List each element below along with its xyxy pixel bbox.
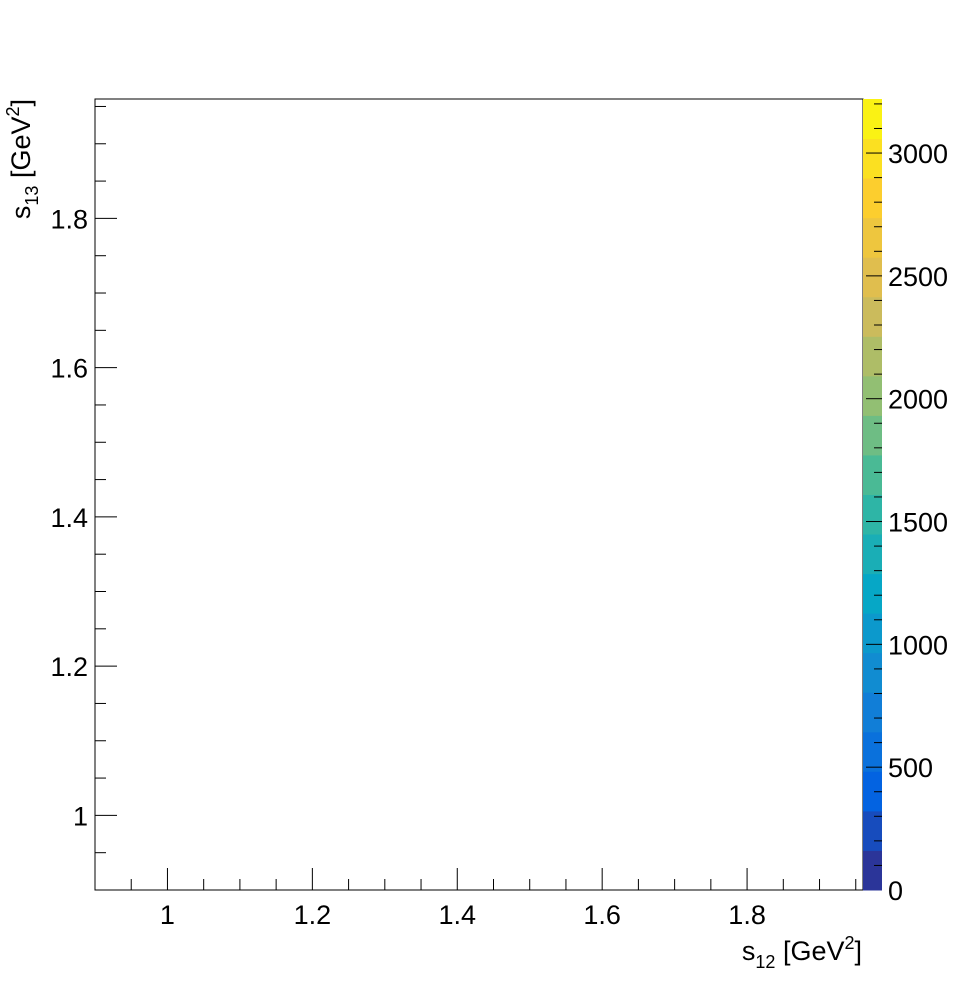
colorbar-tick-label: 0: [888, 876, 903, 906]
colorbar-segment: [863, 415, 882, 456]
y-tick-label: 1: [73, 801, 88, 831]
colorbar-segment: [863, 178, 882, 219]
colorbar-segment: [863, 454, 882, 495]
x-tick-label: 1: [160, 900, 175, 930]
colorbar-segment: [863, 138, 882, 179]
y-axis: 1 1.2 1.4 1.6 1.8: [50, 105, 117, 854]
colorbar-segment: [863, 217, 882, 258]
colorbar-segment: [863, 692, 882, 733]
colorbar-tick-label: 1500: [888, 508, 948, 538]
colorbar-axis: 0 500 1000 1500 2000 2500 3000: [866, 103, 948, 906]
colorbar-segment: [863, 99, 882, 140]
x-axis: 1 1.2 1.4 1.6 1.8: [130, 868, 857, 930]
x-axis-title: s12 [GeV2]: [742, 933, 862, 972]
colorbar-tick-label: 3000: [888, 139, 948, 169]
y-tick-label: 1.4: [50, 503, 88, 533]
colorbar-segment: [863, 771, 882, 812]
colorbar-tick-label: 2000: [888, 385, 948, 415]
colorbar-segment: [863, 652, 882, 693]
y-axis-title: s13 [GeV2]: [3, 99, 42, 219]
colorbar-segment: [863, 375, 882, 416]
y-tick-label: 1.6: [50, 354, 88, 384]
x-tick-label: 1.4: [438, 900, 476, 930]
y-tick-label: 1.2: [50, 652, 88, 682]
x-tick-label: 1.8: [728, 900, 766, 930]
colorbar-tick-label: 1000: [888, 630, 948, 660]
colorbar-segment: [863, 573, 882, 614]
colorbar-tick-label: 500: [888, 753, 933, 783]
colorbar-segment: [863, 494, 882, 535]
colorbar-segment: [863, 850, 882, 891]
colorbar: [863, 99, 882, 891]
colorbar-tick-label: 2500: [888, 262, 948, 292]
x-tick-label: 1.2: [294, 900, 332, 930]
plot-frame: [94, 98, 864, 891]
colorbar-segment: [863, 296, 882, 337]
colorbar-segment: [863, 534, 882, 575]
x-tick-label: 1.6: [583, 900, 621, 930]
colorbar-segment: [863, 810, 882, 851]
y-tick-label: 1.8: [50, 204, 88, 234]
colorbar-segment: [863, 613, 882, 654]
colorbar-segment: [863, 731, 882, 772]
colorbar-segment: [863, 257, 882, 298]
colorbar-segment: [863, 336, 882, 377]
